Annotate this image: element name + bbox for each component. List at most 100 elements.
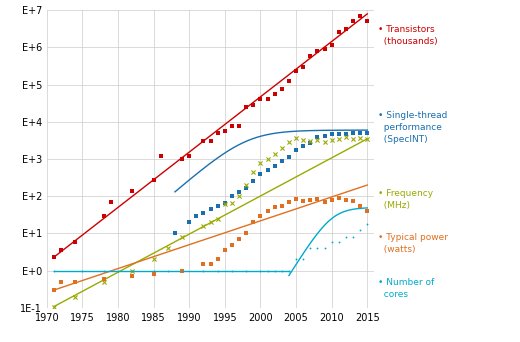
Point <box>242 268 250 273</box>
Point <box>249 179 257 184</box>
Point <box>299 257 307 262</box>
Point <box>249 169 257 175</box>
Point <box>199 268 207 273</box>
Point <box>199 261 207 267</box>
Point <box>107 200 115 205</box>
Point <box>50 268 58 273</box>
Point <box>242 231 250 236</box>
Point <box>242 185 250 190</box>
Point <box>328 137 336 143</box>
Point <box>242 182 250 188</box>
Point <box>363 136 371 142</box>
Point <box>335 132 343 137</box>
Point <box>206 261 215 267</box>
Point <box>50 287 58 293</box>
Point <box>363 208 371 214</box>
Point <box>313 48 321 54</box>
Point <box>299 198 307 203</box>
Point <box>278 86 286 92</box>
Point <box>199 210 207 216</box>
Point <box>285 268 293 273</box>
Point <box>328 239 336 245</box>
Point <box>335 239 343 245</box>
Point <box>228 200 236 206</box>
Point <box>264 268 272 273</box>
Point <box>270 151 279 156</box>
Point <box>342 198 350 203</box>
Point <box>249 103 257 108</box>
Point <box>128 189 136 194</box>
Point <box>235 236 243 242</box>
Point <box>256 96 265 101</box>
Point <box>285 199 293 205</box>
Point <box>71 279 80 285</box>
Point <box>278 145 286 150</box>
Point <box>264 208 272 214</box>
Point <box>100 268 108 273</box>
Point <box>185 154 193 159</box>
Point <box>306 139 315 144</box>
Point <box>256 171 265 176</box>
Point <box>50 304 58 309</box>
Point <box>306 197 315 202</box>
Point <box>292 68 300 74</box>
Point <box>356 136 365 141</box>
Point <box>128 268 136 273</box>
Point <box>328 131 336 137</box>
Point <box>164 246 172 251</box>
Point <box>292 196 300 201</box>
Text: • Typical power
  (watts): • Typical power (watts) <box>378 233 448 254</box>
Point <box>285 78 293 84</box>
Point <box>178 268 186 273</box>
Point <box>235 194 243 199</box>
Point <box>256 160 265 166</box>
Point <box>214 268 222 273</box>
Point <box>235 124 243 129</box>
Point <box>199 223 207 228</box>
Point <box>313 137 321 143</box>
Point <box>356 13 365 19</box>
Point <box>235 189 243 195</box>
Point <box>356 130 365 136</box>
Point <box>192 213 201 219</box>
Point <box>178 268 186 273</box>
Point <box>306 53 315 59</box>
Text: • Transistors
  (thousands): • Transistors (thousands) <box>378 25 437 46</box>
Point <box>206 220 215 225</box>
Point <box>363 130 371 135</box>
Point <box>220 202 229 207</box>
Point <box>363 221 371 227</box>
Text: • Single-thread
  performance
  (SpecINT): • Single-thread performance (SpecINT) <box>378 111 447 144</box>
Point <box>356 204 365 209</box>
Point <box>299 65 307 70</box>
Point <box>249 220 257 225</box>
Point <box>349 19 357 24</box>
Point <box>149 268 158 273</box>
Point <box>214 257 222 262</box>
Point <box>292 257 300 262</box>
Point <box>299 137 307 143</box>
Point <box>356 228 365 233</box>
Point <box>342 135 350 140</box>
Point <box>306 246 315 251</box>
Point <box>292 148 300 153</box>
Point <box>256 213 265 219</box>
Point <box>349 198 357 203</box>
Point <box>220 200 229 206</box>
Point <box>278 203 286 209</box>
Point <box>320 133 329 139</box>
Point <box>164 268 172 273</box>
Point <box>320 47 329 52</box>
Point <box>299 144 307 149</box>
Point <box>278 158 286 163</box>
Point <box>313 196 321 201</box>
Point <box>228 194 236 199</box>
Point <box>342 131 350 136</box>
Point <box>349 234 357 240</box>
Point <box>220 248 229 253</box>
Point <box>57 279 65 285</box>
Point <box>171 231 179 236</box>
Point <box>157 153 165 159</box>
Point <box>149 257 158 262</box>
Point <box>306 140 315 146</box>
